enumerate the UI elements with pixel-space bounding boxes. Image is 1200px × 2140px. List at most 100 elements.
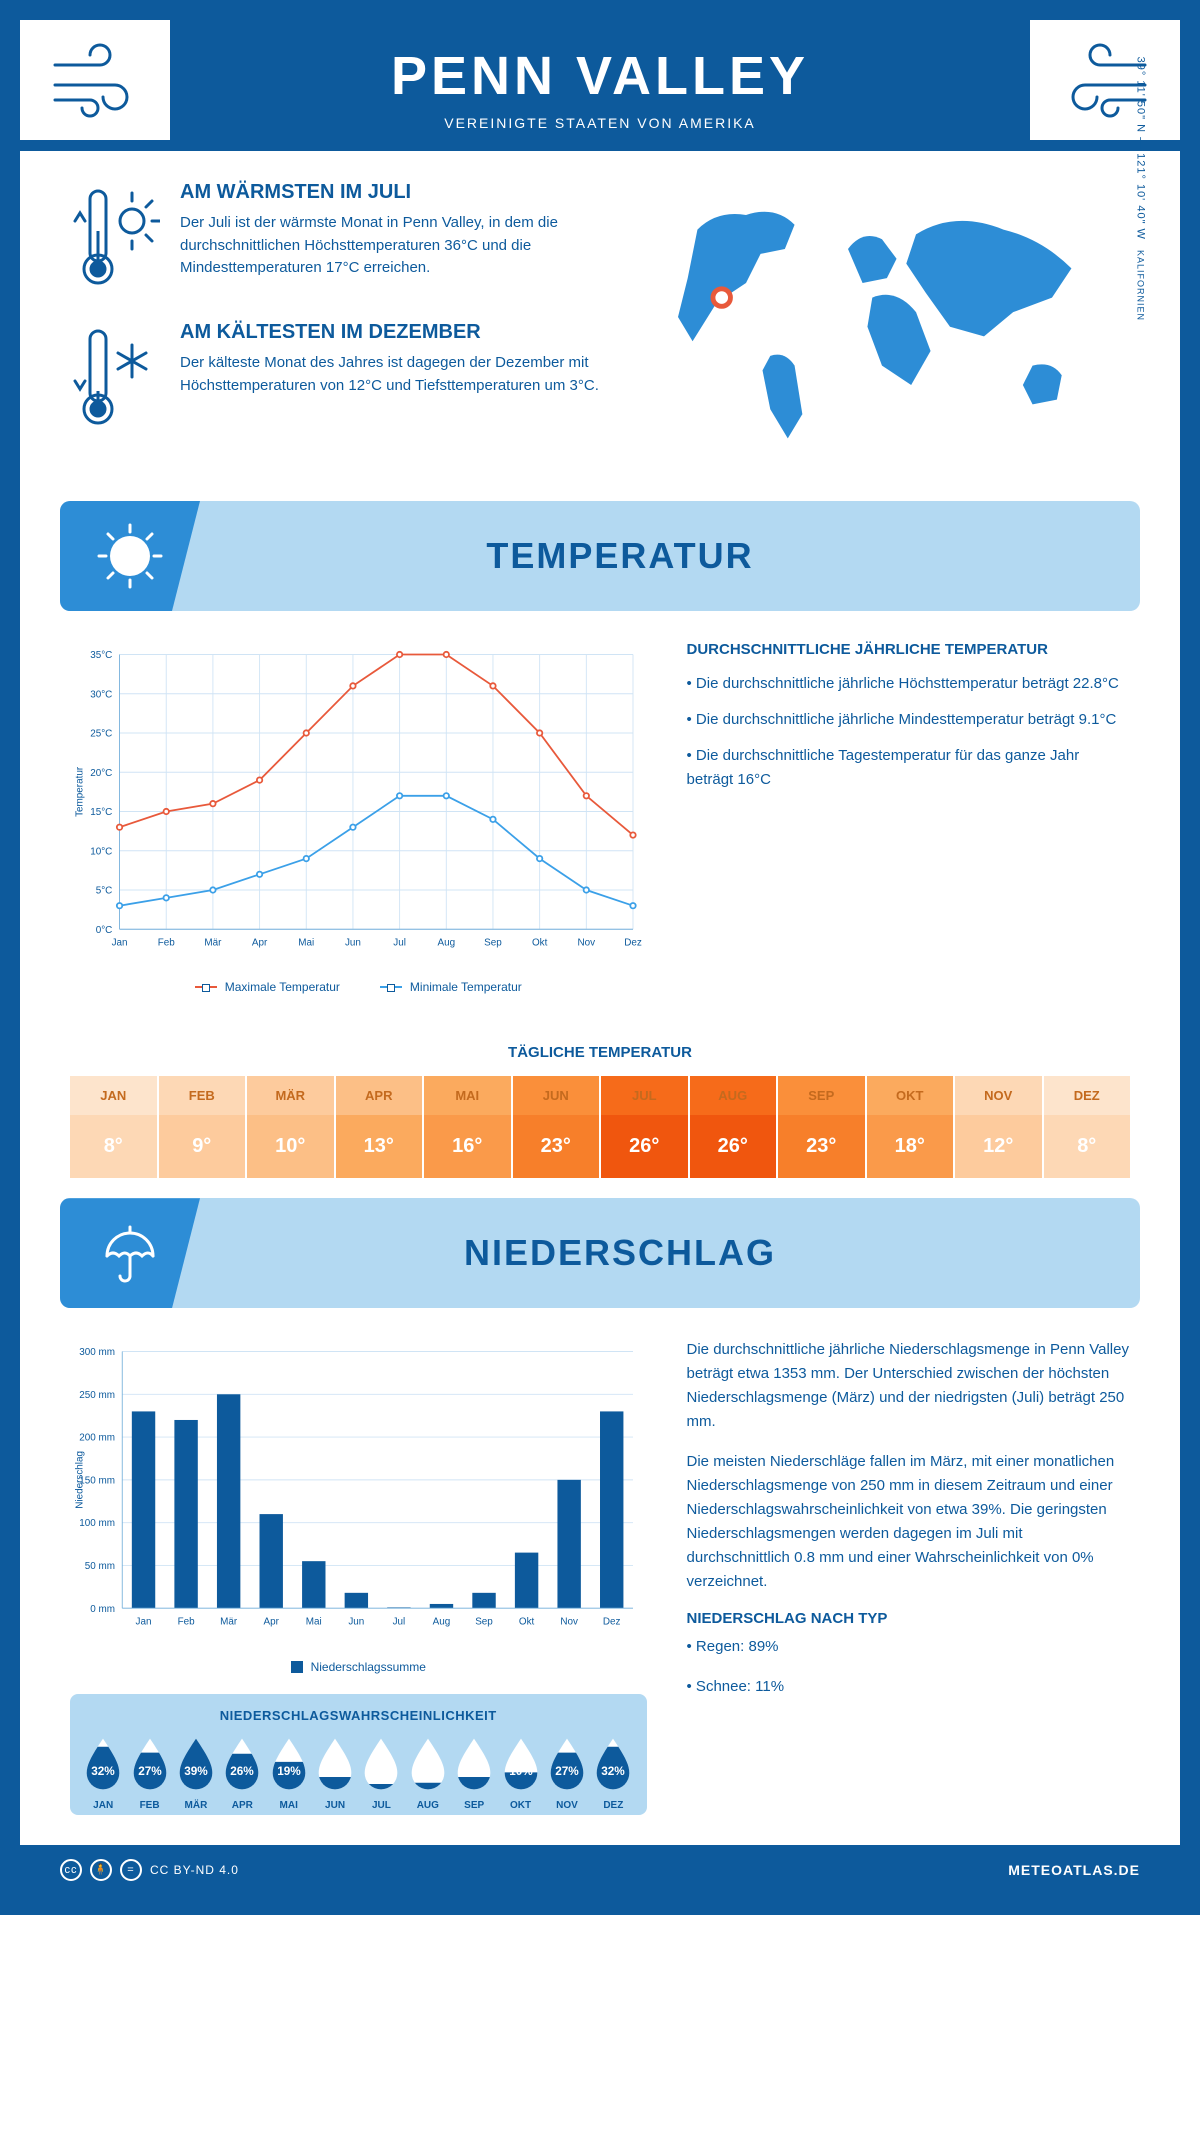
svg-text:Sep: Sep	[484, 937, 502, 948]
temperature-heading: TEMPERATUR	[200, 535, 1140, 577]
daily-cell: MAI16°	[422, 1076, 511, 1178]
by-icon: 🧍	[90, 1859, 112, 1881]
precip-type-bullet: • Schnee: 11%	[687, 1675, 1130, 1699]
daily-cell: FEB9°	[157, 1076, 246, 1178]
svg-text:Mai: Mai	[298, 937, 314, 948]
svg-text:20°C: 20°C	[90, 768, 112, 779]
intro-section: AM WÄRMSTEN IM JULI Der Juli ist der wär…	[20, 151, 1180, 481]
temperature-legend: Maximale Temperatur Minimale Temperatur	[70, 980, 647, 994]
daily-temp-grid: JAN8°FEB9°MÄR10°APR13°MAI16°JUN23°JUL26°…	[70, 1076, 1130, 1178]
temp-bullet: • Die durchschnittliche jährliche Höchst…	[687, 672, 1130, 696]
license-text: CC BY-ND 4.0	[150, 1863, 239, 1877]
temp-bullet: • Die durchschnittliche jährliche Mindes…	[687, 708, 1130, 732]
umbrella-icon	[60, 1198, 200, 1308]
prob-drop: 39% MÄR	[174, 1735, 218, 1811]
daily-cell: JUL26°	[599, 1076, 688, 1178]
svg-text:32%: 32%	[91, 1764, 115, 1777]
daily-cell: JUN23°	[511, 1076, 600, 1178]
sun-icon	[60, 501, 200, 611]
fact-coldest-text: Der kälteste Monat des Jahres ist dagege…	[180, 352, 604, 397]
svg-text:Sep: Sep	[475, 1617, 493, 1628]
svg-text:250 mm: 250 mm	[79, 1390, 115, 1401]
precip-type-heading: NIEDERSCHLAG NACH TYP	[687, 1610, 1130, 1627]
svg-text:Jul: Jul	[393, 937, 406, 948]
precip-heading: NIEDERSCHLAG	[200, 1232, 1140, 1274]
thermometer-snow-icon	[70, 321, 160, 436]
svg-text:Okt: Okt	[532, 937, 548, 948]
precip-probability-box: NIEDERSCHLAGSWAHRSCHEINLICHKEIT 32% JAN …	[70, 1694, 647, 1815]
svg-text:0%: 0%	[373, 1764, 391, 1777]
svg-text:Jan: Jan	[112, 937, 128, 948]
daily-cell: DEZ8°	[1042, 1076, 1131, 1178]
coord-lon: 121° 10' 40" W	[1134, 153, 1146, 240]
daily-cell: OKT18°	[865, 1076, 954, 1178]
prob-drop: 32% JAN	[81, 1735, 125, 1811]
fact-warmest-text: Der Juli ist der wärmste Monat in Penn V…	[180, 212, 604, 280]
svg-text:Jun: Jun	[348, 1617, 364, 1628]
precip-p1: Die durchschnittliche jährliche Niedersc…	[687, 1338, 1130, 1434]
svg-text:32%: 32%	[602, 1764, 626, 1777]
svg-text:Jun: Jun	[345, 937, 361, 948]
svg-text:Aug: Aug	[437, 937, 455, 948]
daily-cell: APR13°	[334, 1076, 423, 1178]
svg-text:Okt: Okt	[519, 1617, 535, 1628]
fact-coldest-title: AM KÄLTESTEN IM DEZEMBER	[180, 321, 604, 344]
prob-drop: 19% MAI	[267, 1735, 311, 1811]
page-header: PENN VALLEY VEREINIGTE STAATEN VON AMERI…	[20, 20, 1180, 151]
svg-text:27%: 27%	[138, 1764, 162, 1777]
svg-text:6%: 6%	[466, 1764, 484, 1777]
coordinates: 39° 11' 50" N — 121° 10' 40" W KALIFORNI…	[1134, 57, 1146, 321]
svg-text:100 mm: 100 mm	[79, 1519, 115, 1530]
temp-text-heading: DURCHSCHNITTLICHE JÄHRLICHE TEMPERATUR	[687, 641, 1130, 658]
temp-bullet: • Die durchschnittliche Tagestemperatur …	[687, 744, 1130, 792]
svg-text:Apr: Apr	[264, 1617, 280, 1628]
prob-drop: 10% OKT	[499, 1735, 543, 1811]
svg-text:Niederschlag: Niederschlag	[75, 1451, 86, 1509]
precip-banner: NIEDERSCHLAG	[60, 1198, 1140, 1308]
precip-p2: Die meisten Niederschläge fallen im März…	[687, 1450, 1130, 1594]
precip-bar-chart: 0 mm50 mm100 mm150 mm200 mm250 mm300 mmJ…	[70, 1338, 647, 1644]
nd-icon: =	[120, 1859, 142, 1881]
legend-min: Minimale Temperatur	[410, 980, 522, 994]
wind-icon	[1030, 20, 1180, 140]
svg-text:Jan: Jan	[136, 1617, 152, 1628]
cc-icon: cc	[60, 1859, 82, 1881]
coord-state: KALIFORNIEN	[1135, 250, 1145, 321]
prob-drop: 0% JUL	[359, 1735, 403, 1811]
page-title: PENN VALLEY	[20, 45, 1180, 107]
page-footer: cc 🧍 = CC BY-ND 4.0 METEOATLAS.DE	[20, 1845, 1180, 1895]
svg-text:200 mm: 200 mm	[79, 1433, 115, 1444]
svg-text:Feb: Feb	[178, 1617, 196, 1628]
svg-text:Dez: Dez	[603, 1617, 621, 1628]
prob-drop: 32% DEZ	[591, 1735, 635, 1811]
daily-temp-title: TÄGLICHE TEMPERATUR	[20, 1044, 1180, 1061]
svg-text:Nov: Nov	[560, 1617, 578, 1628]
fact-coldest: AM KÄLTESTEN IM DEZEMBER Der kälteste Mo…	[70, 321, 604, 436]
svg-text:27%: 27%	[555, 1764, 579, 1777]
thermometer-sun-icon	[70, 181, 160, 296]
svg-text:Mai: Mai	[306, 1617, 322, 1628]
svg-text:10%: 10%	[509, 1764, 533, 1777]
svg-text:Feb: Feb	[158, 937, 176, 948]
svg-text:Dez: Dez	[624, 937, 642, 948]
prob-title: NIEDERSCHLAGSWAHRSCHEINLICHKEIT	[80, 1708, 637, 1723]
temperature-line-chart: 0°C5°C10°C15°C20°C25°C30°C35°CJanFebMärA…	[70, 641, 647, 965]
prob-drop: 6% JUN	[313, 1735, 357, 1811]
svg-text:30°C: 30°C	[90, 689, 112, 700]
coord-lat: 39° 11' 50" N	[1134, 57, 1146, 133]
site-name: METEOATLAS.DE	[1008, 1862, 1140, 1878]
precip-legend: Niederschlagssumme	[70, 1660, 647, 1674]
page-subtitle: VEREINIGTE STAATEN VON AMERIKA	[20, 115, 1180, 131]
svg-text:6%: 6%	[327, 1764, 345, 1777]
precip-type-bullet: • Regen: 89%	[687, 1635, 1130, 1659]
prob-drop: 26% APR	[220, 1735, 264, 1811]
world-map	[644, 181, 1130, 458]
temperature-banner: TEMPERATUR	[60, 501, 1140, 611]
daily-cell: NOV12°	[953, 1076, 1042, 1178]
precip-legend-label: Niederschlagssumme	[311, 1660, 426, 1674]
svg-text:Aug: Aug	[433, 1617, 451, 1628]
legend-max: Maximale Temperatur	[225, 980, 340, 994]
svg-text:Mär: Mär	[204, 937, 222, 948]
svg-text:15°C: 15°C	[90, 807, 112, 818]
svg-text:0°C: 0°C	[96, 925, 113, 936]
